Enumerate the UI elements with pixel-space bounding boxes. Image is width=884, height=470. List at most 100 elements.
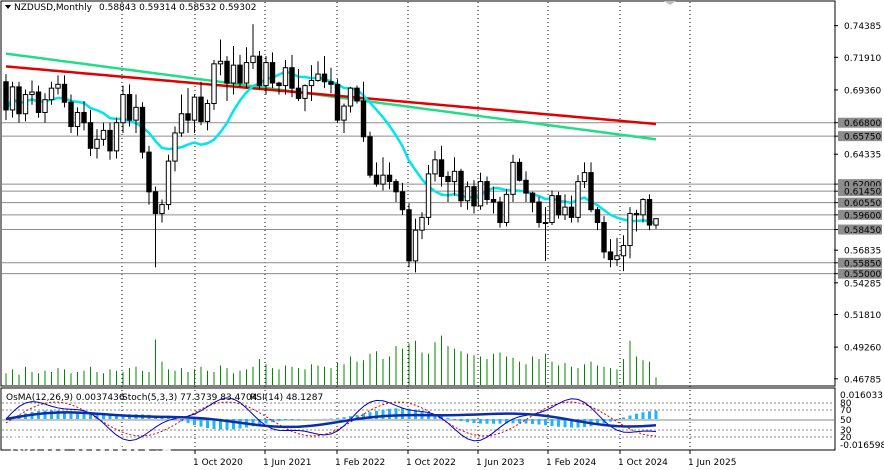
candle-bull [549,195,555,224]
price-level-box [838,131,882,142]
candle-bull [165,160,172,206]
candle-bear [35,91,42,113]
price-tick-label: 0.55000 [844,270,881,280]
candle-bear [334,83,341,121]
candle-bull [419,216,425,231]
candle-bear [139,106,146,153]
candle-bear [360,100,367,138]
time-tick-label: 1 Feb 2024 [546,458,597,468]
candle-bear [484,181,490,200]
candle-bull [614,255,620,261]
price-tick-label: 0.69360 [844,86,881,96]
candle-bull [42,99,48,113]
indicator-tick-label: 20 [840,433,852,443]
candle-bear [633,213,640,216]
candle-bear [601,222,607,253]
candle-bull [243,62,250,84]
candle-bull [250,55,256,64]
candle-bear [328,81,334,85]
logo-emblem-icon [9,430,39,460]
candle-bear [568,206,575,218]
candle-bull [120,94,126,124]
candle-bull [230,64,237,84]
candle-bear [529,192,536,203]
candle-bull [94,138,100,149]
price-tick-label: 0.58450 [844,226,881,236]
price-tick-label: 0.71910 [844,54,881,64]
candle-bull [451,170,458,183]
chart-shift-marker-icon[interactable] [664,1,676,5]
main-chart-panel[interactable] [0,0,836,387]
candle-bear [393,181,399,193]
candle-bull [627,213,633,247]
price-tick-label: 0.55850 [844,259,881,269]
candle-bear [354,87,360,102]
candle-bull [581,172,588,183]
price-level-box [838,268,882,279]
candle-bull [172,132,178,162]
candle-bull [653,218,659,226]
candle-bear [438,159,445,177]
candle-bear [198,96,204,122]
candle-bull [510,161,516,195]
time-tick-label: 1 Jun 2023 [476,458,524,468]
candle-bear [256,55,263,87]
osma-label: OsMA(12,26,9) 0.0037436 [6,393,125,403]
price-tick-label: 0.51810 [844,311,881,321]
candle-bear [68,101,74,128]
candle-bear [152,191,159,215]
indicator-tick-label: 70 [840,406,852,416]
candle-bull [562,206,568,216]
candle-bear [289,67,295,89]
candle-bear [16,86,22,115]
candle-bear [607,251,614,261]
candle-bear [399,191,406,211]
stoch-signal-line [5,401,657,437]
dropdown-triangle-icon [5,5,11,9]
indicator-tick-label: 30 [840,426,852,436]
price-tick-label: 0.56835 [844,247,881,257]
price-level-box [838,224,882,235]
candle-bear [224,60,230,84]
candle-bear [646,198,653,226]
ma-red-line [5,65,657,126]
price-level-box [838,257,882,268]
price-level-box [838,186,882,197]
candle-bull [464,186,471,202]
indicator-tick-label: 50 [840,416,852,426]
price-tick-label: 0.49260 [844,344,881,354]
candle-bear [594,209,601,224]
indicator-tick-label: 0.016033 [840,391,883,401]
rsi-label: RSI(14) 48.1287 [250,393,323,403]
price-tick-label: 0.64335 [844,151,881,161]
candle-bull [113,122,120,152]
price-tick-label: 0.54285 [844,279,881,289]
price-tick-label: 0.62000 [844,181,881,191]
instaforex-logo: instaforex Instant Forex Trading [9,430,174,468]
symbol-label: NZDUSD,Monthly [14,3,93,13]
candle-bear [321,73,328,83]
time-tick-label: 1 Jun 2021 [263,458,311,468]
candle-bull [100,129,107,140]
price-tick-label: 0.60550 [844,199,881,209]
indicator-panel[interactable] [0,387,836,451]
candle-bear [516,161,523,181]
candle-bear [471,186,477,207]
candle-bear [146,151,152,193]
candle-bull [282,67,289,87]
candle-bull [204,103,211,122]
stoch-label: Stoch(5,3,3) 77.3739 83.4704 [122,393,258,403]
chart-header: NZDUSD,Monthly 0.58843 0.59314 0.58532 0… [5,3,256,13]
price-tick-label: 0.66800 [844,119,881,129]
candle-bull [575,181,581,218]
candle-bear [490,198,497,203]
candle-bull [425,173,432,218]
candle-bear [185,113,191,121]
price-level-box [838,209,882,220]
candle-bull [178,113,185,134]
candle-bear [107,129,113,152]
candle-bull [211,63,217,105]
rsi-line [5,411,657,429]
